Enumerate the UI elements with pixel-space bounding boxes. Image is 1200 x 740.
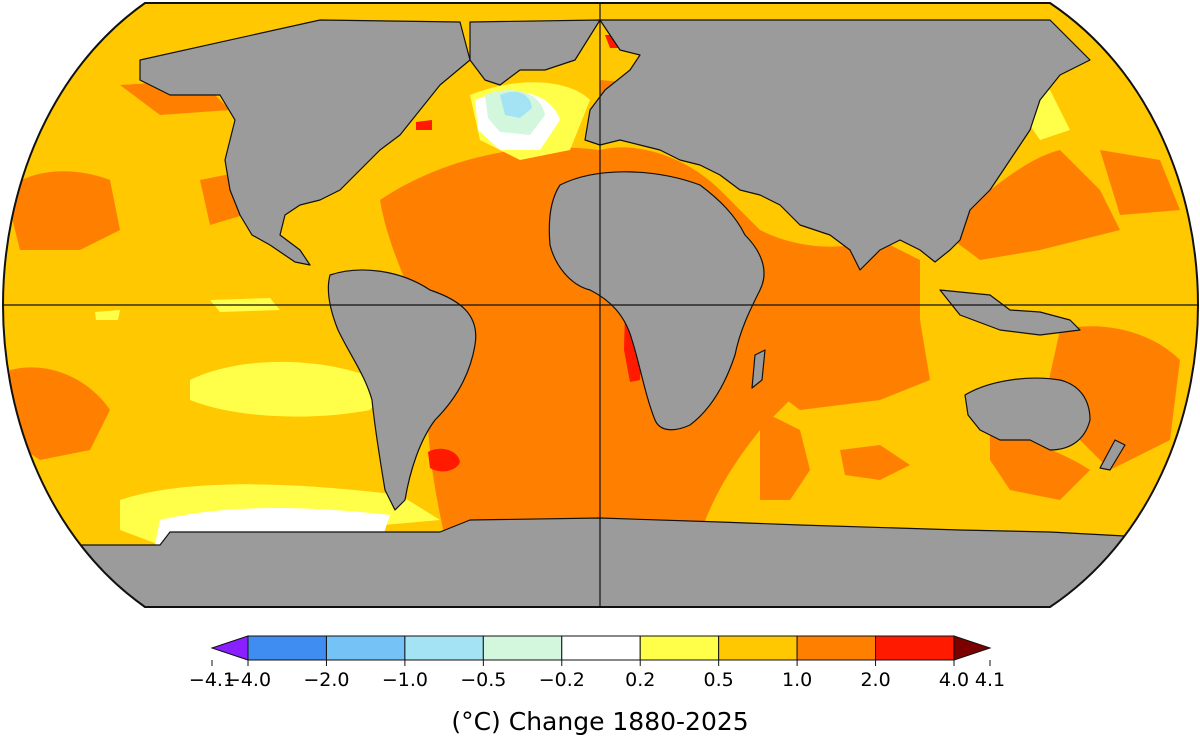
legend-tick-label: 0.5 (704, 669, 734, 691)
legend-tick-label: −0.5 (460, 669, 506, 691)
madagascar (751, 349, 766, 389)
legend-tick-label: 2.0 (860, 669, 890, 691)
africa (548, 171, 765, 431)
cooling-regions (485, 90, 545, 135)
legend-tick-label: −0.2 (539, 669, 585, 691)
legend-tick-label: −1.0 (382, 669, 428, 691)
legend-bin (404, 635, 484, 661)
legend-bin (875, 635, 955, 661)
legend-bin (325, 635, 406, 661)
australia (964, 377, 1091, 451)
legend-bin (210, 635, 249, 661)
map-field (3, 3, 1198, 607)
temperature-change-map (1, 1, 1200, 608)
southeast-asia-islands (939, 289, 1081, 336)
legend-tick-label: 4.0 (939, 669, 969, 691)
legend-bin (953, 635, 992, 661)
globe-outline (1, 1, 1200, 608)
color-legend: −4.1−4.0 −2.0 −1.0 −0.5 −0.2 0.2 0.5 1.0 2.0 4.0 4… (189, 635, 1005, 736)
eurasia (584, 19, 1091, 271)
legend-bin (247, 635, 327, 661)
new-zealand (1099, 439, 1126, 471)
legend-bin (796, 635, 877, 661)
legend-tick-label: 4.1 (975, 669, 1005, 691)
legend-bin (639, 635, 720, 661)
legend-bin (482, 635, 563, 661)
south-america (327, 269, 477, 511)
legend-bin (561, 635, 641, 661)
legend-tick-label: −4.0 (225, 669, 271, 691)
north-america (139, 19, 471, 266)
legend-bin (718, 635, 798, 661)
legend-tick-label: 1.0 (782, 669, 812, 691)
legend-tick-label: 0.2 (625, 669, 655, 691)
legend-tick-label: −2.0 (303, 669, 349, 691)
greenland (469, 19, 601, 86)
legend-title: (°C) Change 1880-2025 (451, 707, 748, 736)
legend-tick-label: −4.1 (189, 669, 235, 691)
